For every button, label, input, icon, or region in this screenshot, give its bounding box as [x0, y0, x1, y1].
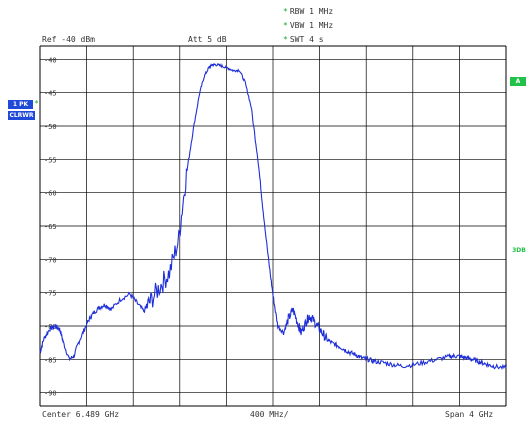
asterisk-icon: * — [283, 7, 288, 16]
db-label: 3DB — [512, 247, 526, 254]
swt-readout: * SWT 4 s — [283, 35, 324, 45]
attenuation-readout: Att 5 dB — [188, 35, 227, 44]
per-division: 400 MHz/ — [250, 410, 289, 419]
grid — [39, 45, 507, 407]
y-tick-label: -40 — [44, 56, 57, 64]
span-readout: Span 4 GHz — [445, 410, 494, 419]
trace-line — [39, 62, 507, 370]
trace-marker-asterisk: * — [34, 99, 39, 108]
trace-mode-badge[interactable]: CLRWR — [8, 111, 35, 120]
y-tick-label: -50 — [44, 123, 57, 131]
asterisk-icon: * — [283, 35, 288, 44]
y-tick-label: -70 — [44, 256, 57, 264]
y-tick-label: -90 — [44, 390, 57, 398]
y-tick-label: -75 — [44, 290, 57, 298]
y-tick-label: -55 — [44, 156, 57, 164]
y-tick-label: -60 — [44, 190, 57, 198]
vbw-readout: * VBW 1 MHz — [283, 21, 333, 31]
swt-text: SWT 4 s — [289, 35, 324, 44]
center-frequency: Center 6.489 GHz — [42, 410, 120, 419]
rbw-text: RBW 1 MHz — [289, 7, 334, 16]
ref-level-readout: Ref -40 dBm — [42, 35, 95, 44]
a-badge[interactable]: A — [510, 77, 526, 86]
rbw-readout: * RBW 1 MHz — [283, 7, 333, 17]
y-tick-label: -85 — [44, 356, 57, 364]
vbw-text: VBW 1 MHz — [289, 21, 334, 30]
asterisk-icon: * — [283, 21, 288, 30]
y-tick-label: -65 — [44, 223, 57, 231]
y-ticks: -40-45-50-55-60-65-70-75-80-85-90 — [44, 56, 57, 397]
y-tick-label: -45 — [44, 90, 57, 98]
trace-detector-badge[interactable]: 1 PK — [8, 100, 33, 109]
